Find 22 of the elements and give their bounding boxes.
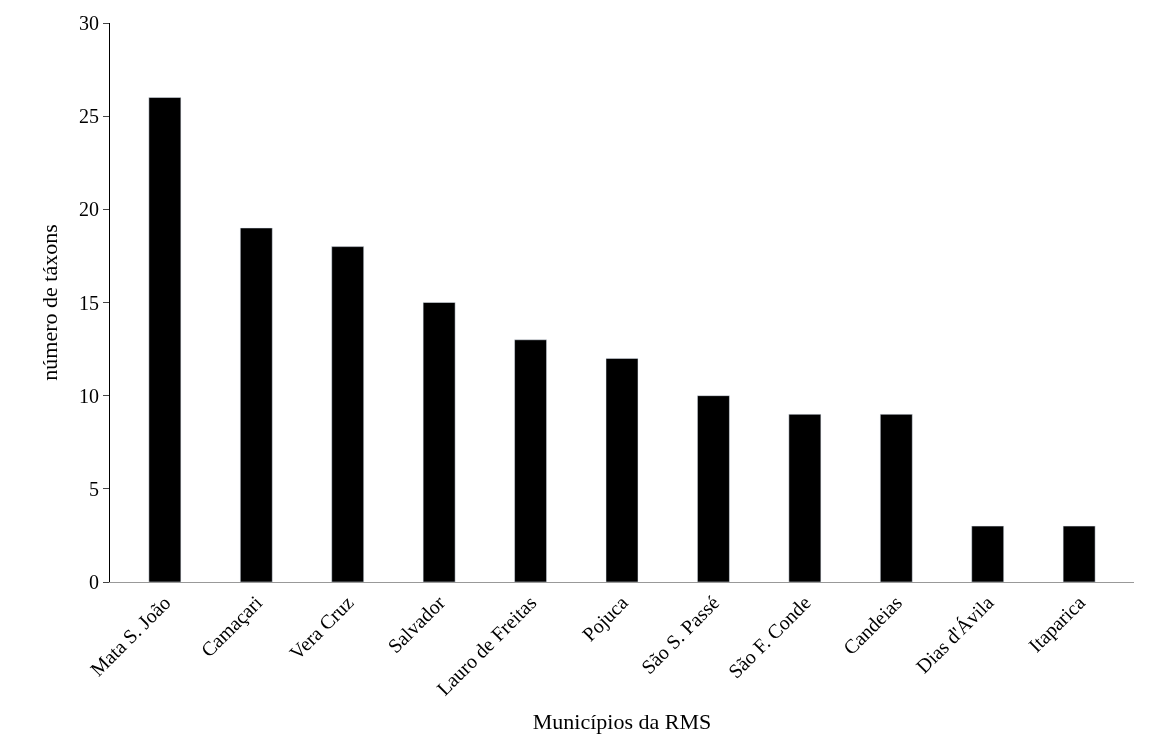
y-tick-label: 10 [79, 384, 99, 407]
y-axis-title: número de táxons [36, 224, 62, 381]
bar [514, 339, 547, 582]
y-tick-label: 25 [79, 105, 99, 128]
bar [422, 302, 456, 582]
bar [148, 97, 182, 582]
y-tick-label: 30 [79, 12, 99, 34]
x-axis-title: Municípios da RMS [532, 709, 712, 735]
bar [788, 414, 822, 582]
bar [1062, 525, 1096, 582]
x-tick-label: Mata S. João [85, 591, 175, 681]
bar [697, 395, 730, 582]
bar [880, 414, 913, 582]
y-tick-label: 5 [89, 477, 99, 500]
bar [605, 358, 639, 582]
x-tick-label: Vera Cruz [285, 591, 358, 664]
bar [331, 246, 364, 582]
y-tick-label: 20 [79, 198, 99, 221]
bar [240, 227, 273, 582]
y-tick-label: 15 [79, 291, 99, 314]
bar [971, 525, 1004, 582]
y-tick-label: 0 [89, 571, 99, 593]
